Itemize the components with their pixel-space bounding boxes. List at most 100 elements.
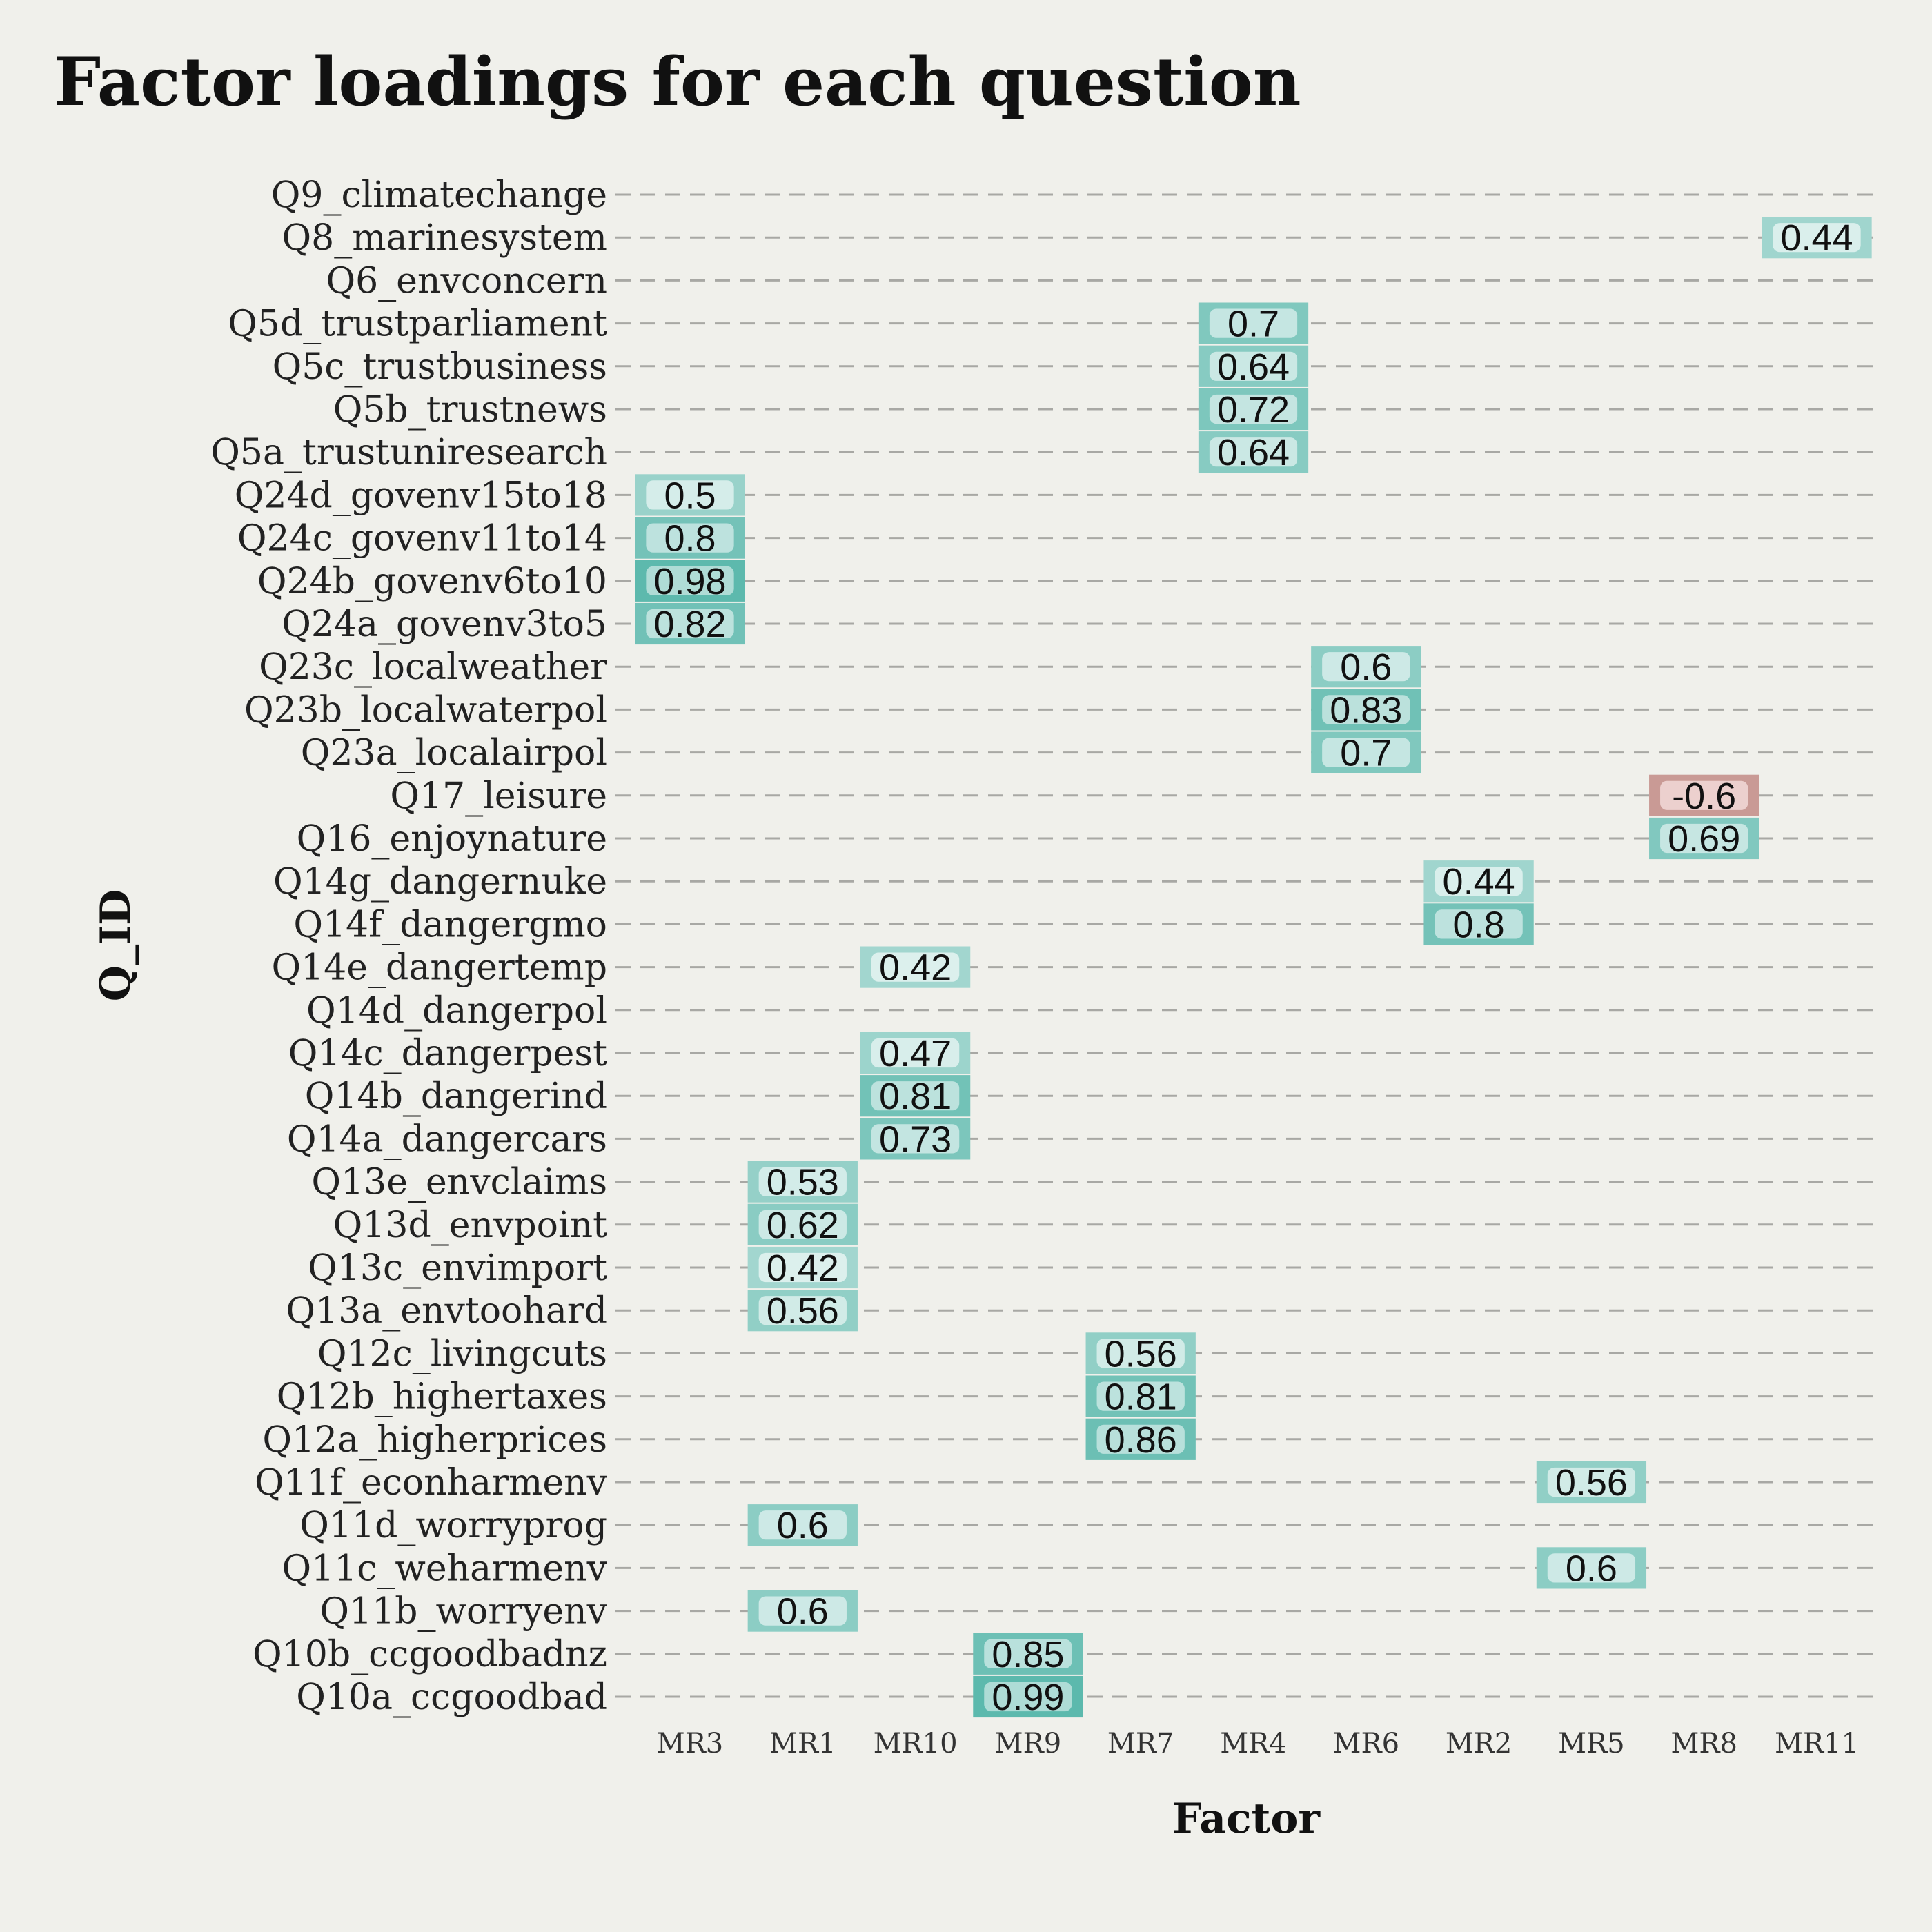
cell-highlight	[1322, 652, 1410, 682]
heatmap-cell: -0.6	[1649, 774, 1759, 817]
y-tick-label: Q14b_dangerind	[305, 1076, 607, 1117]
y-tick-label: Q24c_govenv11to14	[237, 518, 607, 560]
x-tick-label: MR8	[1670, 1728, 1737, 1759]
heatmap-cell: 0.72	[1198, 388, 1309, 431]
x-tick-label: MR7	[1107, 1728, 1174, 1759]
y-tick-label: Q14c_dangerpest	[288, 1033, 607, 1074]
heatmap-cell: 0.7	[1311, 731, 1421, 774]
cell-highlight	[758, 1210, 847, 1239]
heatmap-cell: 0.83	[1311, 689, 1421, 731]
heatmap-cell: 0.81	[1085, 1375, 1196, 1418]
y-tick-label: Q11d_worryprog	[299, 1505, 607, 1546]
cell-value-label: 0.64	[1217, 432, 1290, 473]
heatmap-cell: 0.42	[860, 946, 971, 989]
y-tick-label: Q24d_govenv15to18	[235, 475, 607, 516]
heatmap-cell: 0.99	[973, 1675, 1083, 1718]
heatmap-cell: 0.47	[860, 1032, 971, 1074]
y-tick-label: Q23c_localweather	[259, 647, 607, 688]
y-tick-label: Q9_climatechange	[271, 175, 607, 216]
cell-highlight	[1096, 1339, 1185, 1368]
heatmap-cell: 0.98	[635, 560, 745, 602]
x-axis-label: Factor	[1172, 1795, 1321, 1843]
cell-value-label: 0.56	[1555, 1462, 1628, 1504]
y-tick-label: Q12b_highertaxes	[277, 1377, 607, 1418]
cell-highlight	[1209, 351, 1298, 381]
x-tick-label: MR9	[995, 1728, 1062, 1759]
y-tick-label: Q11f_econharmenv	[255, 1462, 608, 1504]
y-tick-label: Q13d_envpoint	[333, 1205, 607, 1246]
cell-highlight	[871, 952, 960, 982]
cell-highlight	[1547, 1553, 1636, 1583]
gridlines	[615, 193, 1877, 1698]
cell-highlight	[984, 1639, 1072, 1668]
heatmap-cell: 0.53	[747, 1161, 858, 1203]
heatmap-cell: 0.64	[1198, 345, 1309, 388]
y-tick-label: Q5c_trustbusiness	[273, 346, 607, 388]
cell-value-label: -0.6	[1672, 776, 1736, 817]
cell-value-label: 0.62	[767, 1205, 839, 1246]
cell-value-label: 0.8	[1453, 904, 1505, 945]
x-tick-label: MR3	[657, 1728, 724, 1759]
cell-value-label: 0.72	[1217, 389, 1290, 431]
cell-highlight	[1660, 780, 1748, 810]
heatmap-cell: 0.44	[1423, 860, 1534, 903]
cell-value-label: 0.83	[1330, 689, 1402, 731]
x-tick-label: MR10	[874, 1728, 958, 1759]
y-tick-label: Q14a_dangercars	[287, 1118, 607, 1160]
heatmap-cell: 0.64	[1198, 431, 1309, 473]
cell-value-label: 0.44	[1780, 217, 1853, 259]
y-tick-label: Q14e_dangertemp	[271, 947, 607, 989]
heatmap-cell: 0.42	[747, 1246, 858, 1289]
cell-value-label: 0.81	[879, 1076, 952, 1117]
heatmap-cell: 0.6	[1311, 646, 1421, 688]
y-tick-label: Q6_envconcern	[326, 260, 607, 302]
cell-value-label: 0.85	[992, 1634, 1064, 1675]
y-tick-label: Q23a_localairpol	[301, 733, 607, 774]
cell-highlight	[1096, 1381, 1185, 1411]
x-tick-label: MR6	[1333, 1728, 1400, 1759]
y-tick-label: Q23b_localwaterpol	[244, 689, 607, 731]
heatmap-cell: 0.82	[635, 602, 745, 645]
y-tick-label: Q13c_envimport	[308, 1248, 607, 1289]
y-tick-label: Q10a_ccgoodbad	[296, 1677, 607, 1718]
x-tick-label: MR5	[1558, 1728, 1625, 1759]
cell-highlight	[1547, 1467, 1636, 1497]
cell-value-label: 0.42	[879, 947, 952, 989]
cell-highlight	[758, 1252, 847, 1283]
y-tick-label: Q5a_trustuniresearch	[210, 432, 607, 473]
cell-highlight	[1322, 695, 1410, 724]
cell-value-label: 0.69	[1668, 818, 1740, 860]
cell-highlight	[1209, 437, 1298, 467]
cell-value-label: 0.56	[1105, 1333, 1177, 1374]
cell-highlight	[1660, 823, 1748, 854]
x-tick-label: MR11	[1775, 1728, 1859, 1759]
cell-highlight	[984, 1682, 1072, 1712]
y-tick-label: Q24b_govenv6to10	[257, 561, 607, 602]
heatmap-cell: 0.6	[747, 1590, 858, 1633]
cell-highlight	[1773, 223, 1861, 253]
cell-value-label: 0.8	[664, 518, 716, 560]
heatmap-cell: 0.44	[1762, 217, 1872, 259]
cell-highlight	[871, 1038, 960, 1068]
cell-highlight	[646, 609, 734, 639]
cell-value-label: 0.82	[653, 604, 726, 645]
cell-highlight	[758, 1596, 847, 1626]
cell-value-label: 0.99	[992, 1677, 1064, 1718]
cell-highlight	[1435, 909, 1523, 939]
heatmap-cell: 0.85	[973, 1633, 1083, 1675]
y-tick-label: Q13a_envtoohard	[286, 1290, 607, 1332]
heatmap-cell: 0.73	[860, 1118, 971, 1160]
cell-highlight	[758, 1167, 847, 1196]
cell-value-label: 0.73	[879, 1118, 952, 1160]
cell-value-label: 0.81	[1105, 1377, 1177, 1418]
y-tick-label: Q13e_envclaims	[311, 1162, 607, 1203]
cell-value-label: 0.98	[653, 561, 726, 602]
cell-value-label: 0.56	[767, 1290, 839, 1332]
heatmap-cell: 0.86	[1085, 1418, 1196, 1461]
cell-value-label: 0.7	[1228, 304, 1279, 345]
heatmap-cell: 0.81	[860, 1075, 971, 1117]
y-tick-label: Q17_leisure	[390, 776, 607, 817]
y-tick-label: Q12c_livingcuts	[317, 1333, 607, 1374]
cell-value-label: 0.6	[777, 1505, 829, 1546]
y-tick-label: Q14d_dangerpol	[306, 990, 607, 1032]
